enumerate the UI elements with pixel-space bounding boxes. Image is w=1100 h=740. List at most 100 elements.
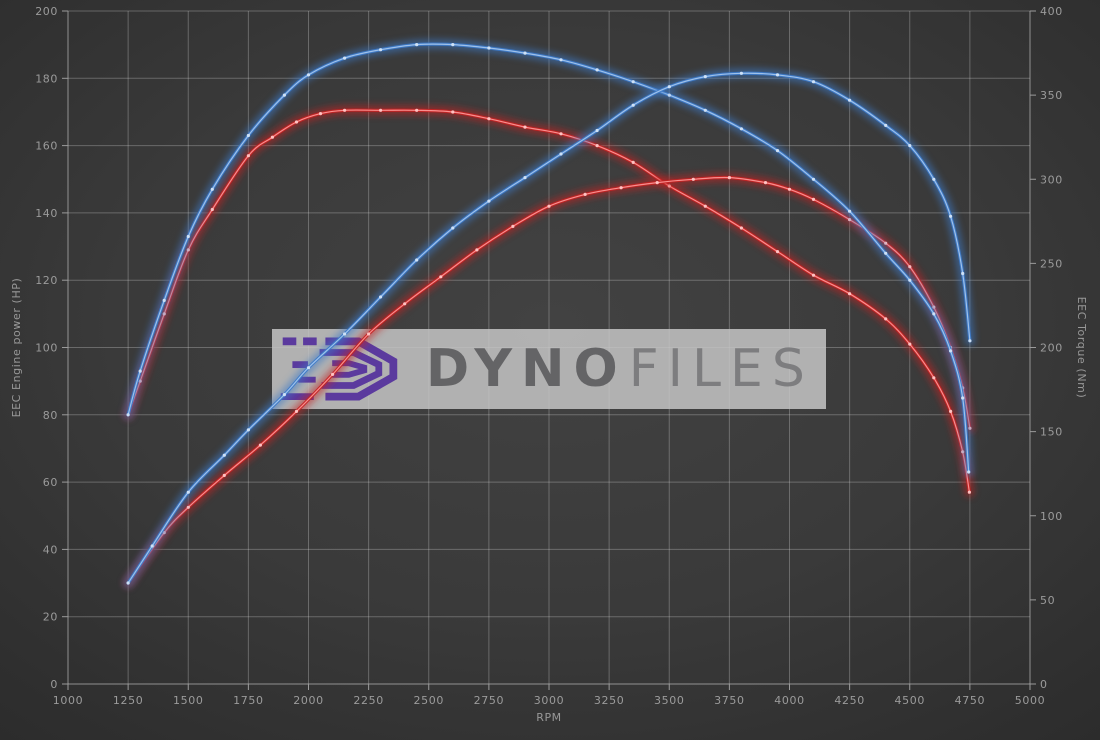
curve-point-power_blue	[968, 339, 972, 343]
right-axis-tick-label: 300	[1040, 173, 1063, 186]
curve-point-torque_red	[343, 108, 347, 112]
curve-main-power_red	[126, 175, 972, 585]
curve-point-power_blue	[908, 144, 912, 148]
curve-point-power_blue	[186, 490, 190, 494]
curve-point-torque_blue	[848, 209, 852, 213]
left-axis-tick-label: 160	[35, 140, 58, 153]
curve-power_blue	[123, 68, 975, 589]
x-axis-tick-label: 4250	[834, 694, 864, 707]
x-axis-tick-label: 3250	[594, 694, 624, 707]
curve-point-torque_blue	[961, 396, 965, 400]
curve-point-power_blue	[282, 393, 286, 397]
curve-point-power_blue	[246, 428, 250, 432]
curve-point-torque_blue	[595, 68, 599, 72]
curve-point-torque_red	[294, 120, 299, 124]
right-axis-tick-label: 200	[1040, 342, 1063, 355]
curve-point-power_blue	[811, 80, 816, 84]
watermark-brand: Dyno Files	[426, 343, 814, 395]
curve-point-power_blue	[379, 295, 383, 299]
curve-point-torque_blue	[523, 51, 527, 55]
right-axis-tick-label: 150	[1040, 426, 1063, 439]
curve-point-torque_red	[631, 160, 635, 164]
x-axis-tick-label: 5000	[1015, 694, 1045, 707]
right-axis-tick-label: 250	[1040, 257, 1063, 270]
curve-point-power_red	[763, 181, 768, 185]
curve-point-torque_red	[967, 490, 972, 494]
curve-point-power_blue	[523, 176, 527, 180]
curve-point-power_red	[439, 275, 443, 279]
left-axis-tick-label: 140	[35, 207, 58, 220]
curve-point-torque_red	[884, 317, 888, 321]
curve-point-torque_red	[487, 117, 491, 121]
curve-point-power_blue	[595, 128, 599, 133]
curve-point-power_red	[222, 473, 226, 477]
curve-point-torque_red	[210, 207, 214, 212]
curve-point-power_red	[787, 187, 792, 191]
x-axis-tick-label: 2750	[474, 694, 504, 707]
curve-point-power_red	[186, 505, 190, 509]
curve-point-torque_blue	[210, 187, 214, 191]
curve-point-torque_red	[848, 292, 852, 296]
curve-point-torque_blue	[126, 413, 130, 417]
curve-point-power_blue	[949, 214, 953, 218]
curve-point-torque_blue	[967, 470, 971, 474]
curve-point-torque_red	[775, 250, 780, 254]
curve-point-power_red	[583, 192, 587, 196]
curve-point-power_blue	[739, 71, 744, 75]
curve-point-power_blue	[775, 73, 780, 77]
curve-point-power_blue	[961, 271, 965, 276]
left-axis-title: EEC Engine power (HP)	[10, 278, 23, 418]
x-axis-tick-label: 1000	[53, 694, 83, 707]
left-axis-tick-label: 20	[43, 611, 58, 624]
curve-point-torque_blue	[908, 278, 912, 282]
curve-point-torque_blue	[932, 312, 936, 316]
curve-power_red	[123, 172, 975, 589]
curve-point-power_blue	[222, 453, 226, 457]
curve-glow-torque_blue	[123, 39, 974, 477]
left-axis-tick-label: 60	[43, 476, 58, 489]
curve-point-torque_blue	[186, 234, 190, 239]
left-axis-tick-label: 120	[35, 274, 58, 287]
curve-point-power_blue	[306, 366, 311, 370]
curve-point-power_blue	[667, 85, 671, 89]
left-axis-tick-label: 0	[50, 678, 58, 691]
curve-point-torque_blue	[775, 149, 780, 153]
x-axis-tick-label: 2500	[414, 694, 444, 707]
curve-point-power_blue	[126, 581, 130, 585]
curve-point-torque_blue	[343, 56, 347, 60]
curve-point-power_red	[475, 248, 479, 252]
x-axis-tick-label: 1750	[233, 694, 263, 707]
left-axis-tick-label: 40	[43, 543, 58, 556]
x-axis-tick-label: 2000	[293, 694, 323, 707]
curve-point-power_blue	[932, 177, 936, 181]
curve-point-power_red	[367, 332, 371, 336]
curve-point-torque_blue	[246, 133, 250, 138]
curve-point-torque_blue	[811, 177, 816, 181]
curve-point-power_blue	[559, 152, 563, 156]
curve-torque_blue	[123, 39, 974, 477]
curve-point-torque_blue	[949, 349, 953, 353]
curve-point-torque_red	[270, 135, 274, 139]
x-axis-tick-label: 1500	[173, 694, 203, 707]
curve-point-torque_red	[451, 110, 455, 114]
curve-point-torque_red	[908, 342, 912, 346]
curve-point-torque_blue	[884, 251, 888, 255]
curve-point-power_blue	[150, 544, 154, 548]
left-axis-tick-label: 180	[35, 72, 58, 85]
right-axis-tick-label: 0	[1040, 678, 1048, 691]
curve-point-power_red	[727, 176, 732, 180]
curve-point-torque_red	[523, 125, 527, 129]
curve-point-power_red	[547, 204, 551, 208]
curve-point-power_red	[294, 409, 299, 413]
curve-inner-power_red	[127, 176, 971, 584]
right-axis-tick-label: 350	[1040, 89, 1063, 102]
curve-point-torque_blue	[379, 48, 383, 52]
curve-point-torque_blue	[415, 43, 419, 47]
curve-point-torque_red	[246, 154, 250, 158]
curve-point-torque_red	[559, 132, 563, 136]
x-axis-tick-label: 4750	[955, 694, 985, 707]
x-axis-tick-label: 3000	[534, 694, 564, 707]
curve-point-torque_blue	[631, 80, 635, 84]
curve-point-torque_blue	[162, 298, 166, 302]
